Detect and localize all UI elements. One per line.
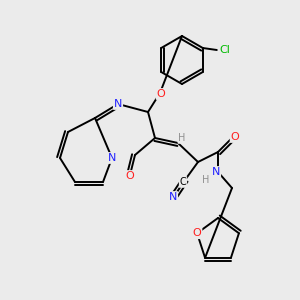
- Text: N: N: [169, 192, 177, 202]
- Text: H: H: [178, 133, 186, 143]
- Text: Cl: Cl: [219, 45, 230, 55]
- Text: N: N: [212, 167, 220, 177]
- Text: O: O: [126, 171, 134, 181]
- Text: O: O: [193, 228, 202, 238]
- Text: N: N: [108, 153, 116, 163]
- Text: O: O: [231, 132, 239, 142]
- Text: H: H: [202, 175, 210, 185]
- Text: O: O: [157, 89, 165, 99]
- Text: C: C: [180, 177, 186, 187]
- Text: N: N: [114, 99, 122, 109]
